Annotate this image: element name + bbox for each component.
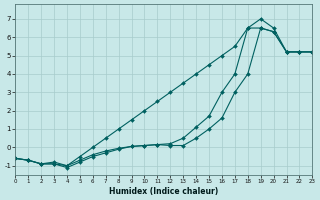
X-axis label: Humidex (Indice chaleur): Humidex (Indice chaleur) (109, 187, 219, 196)
